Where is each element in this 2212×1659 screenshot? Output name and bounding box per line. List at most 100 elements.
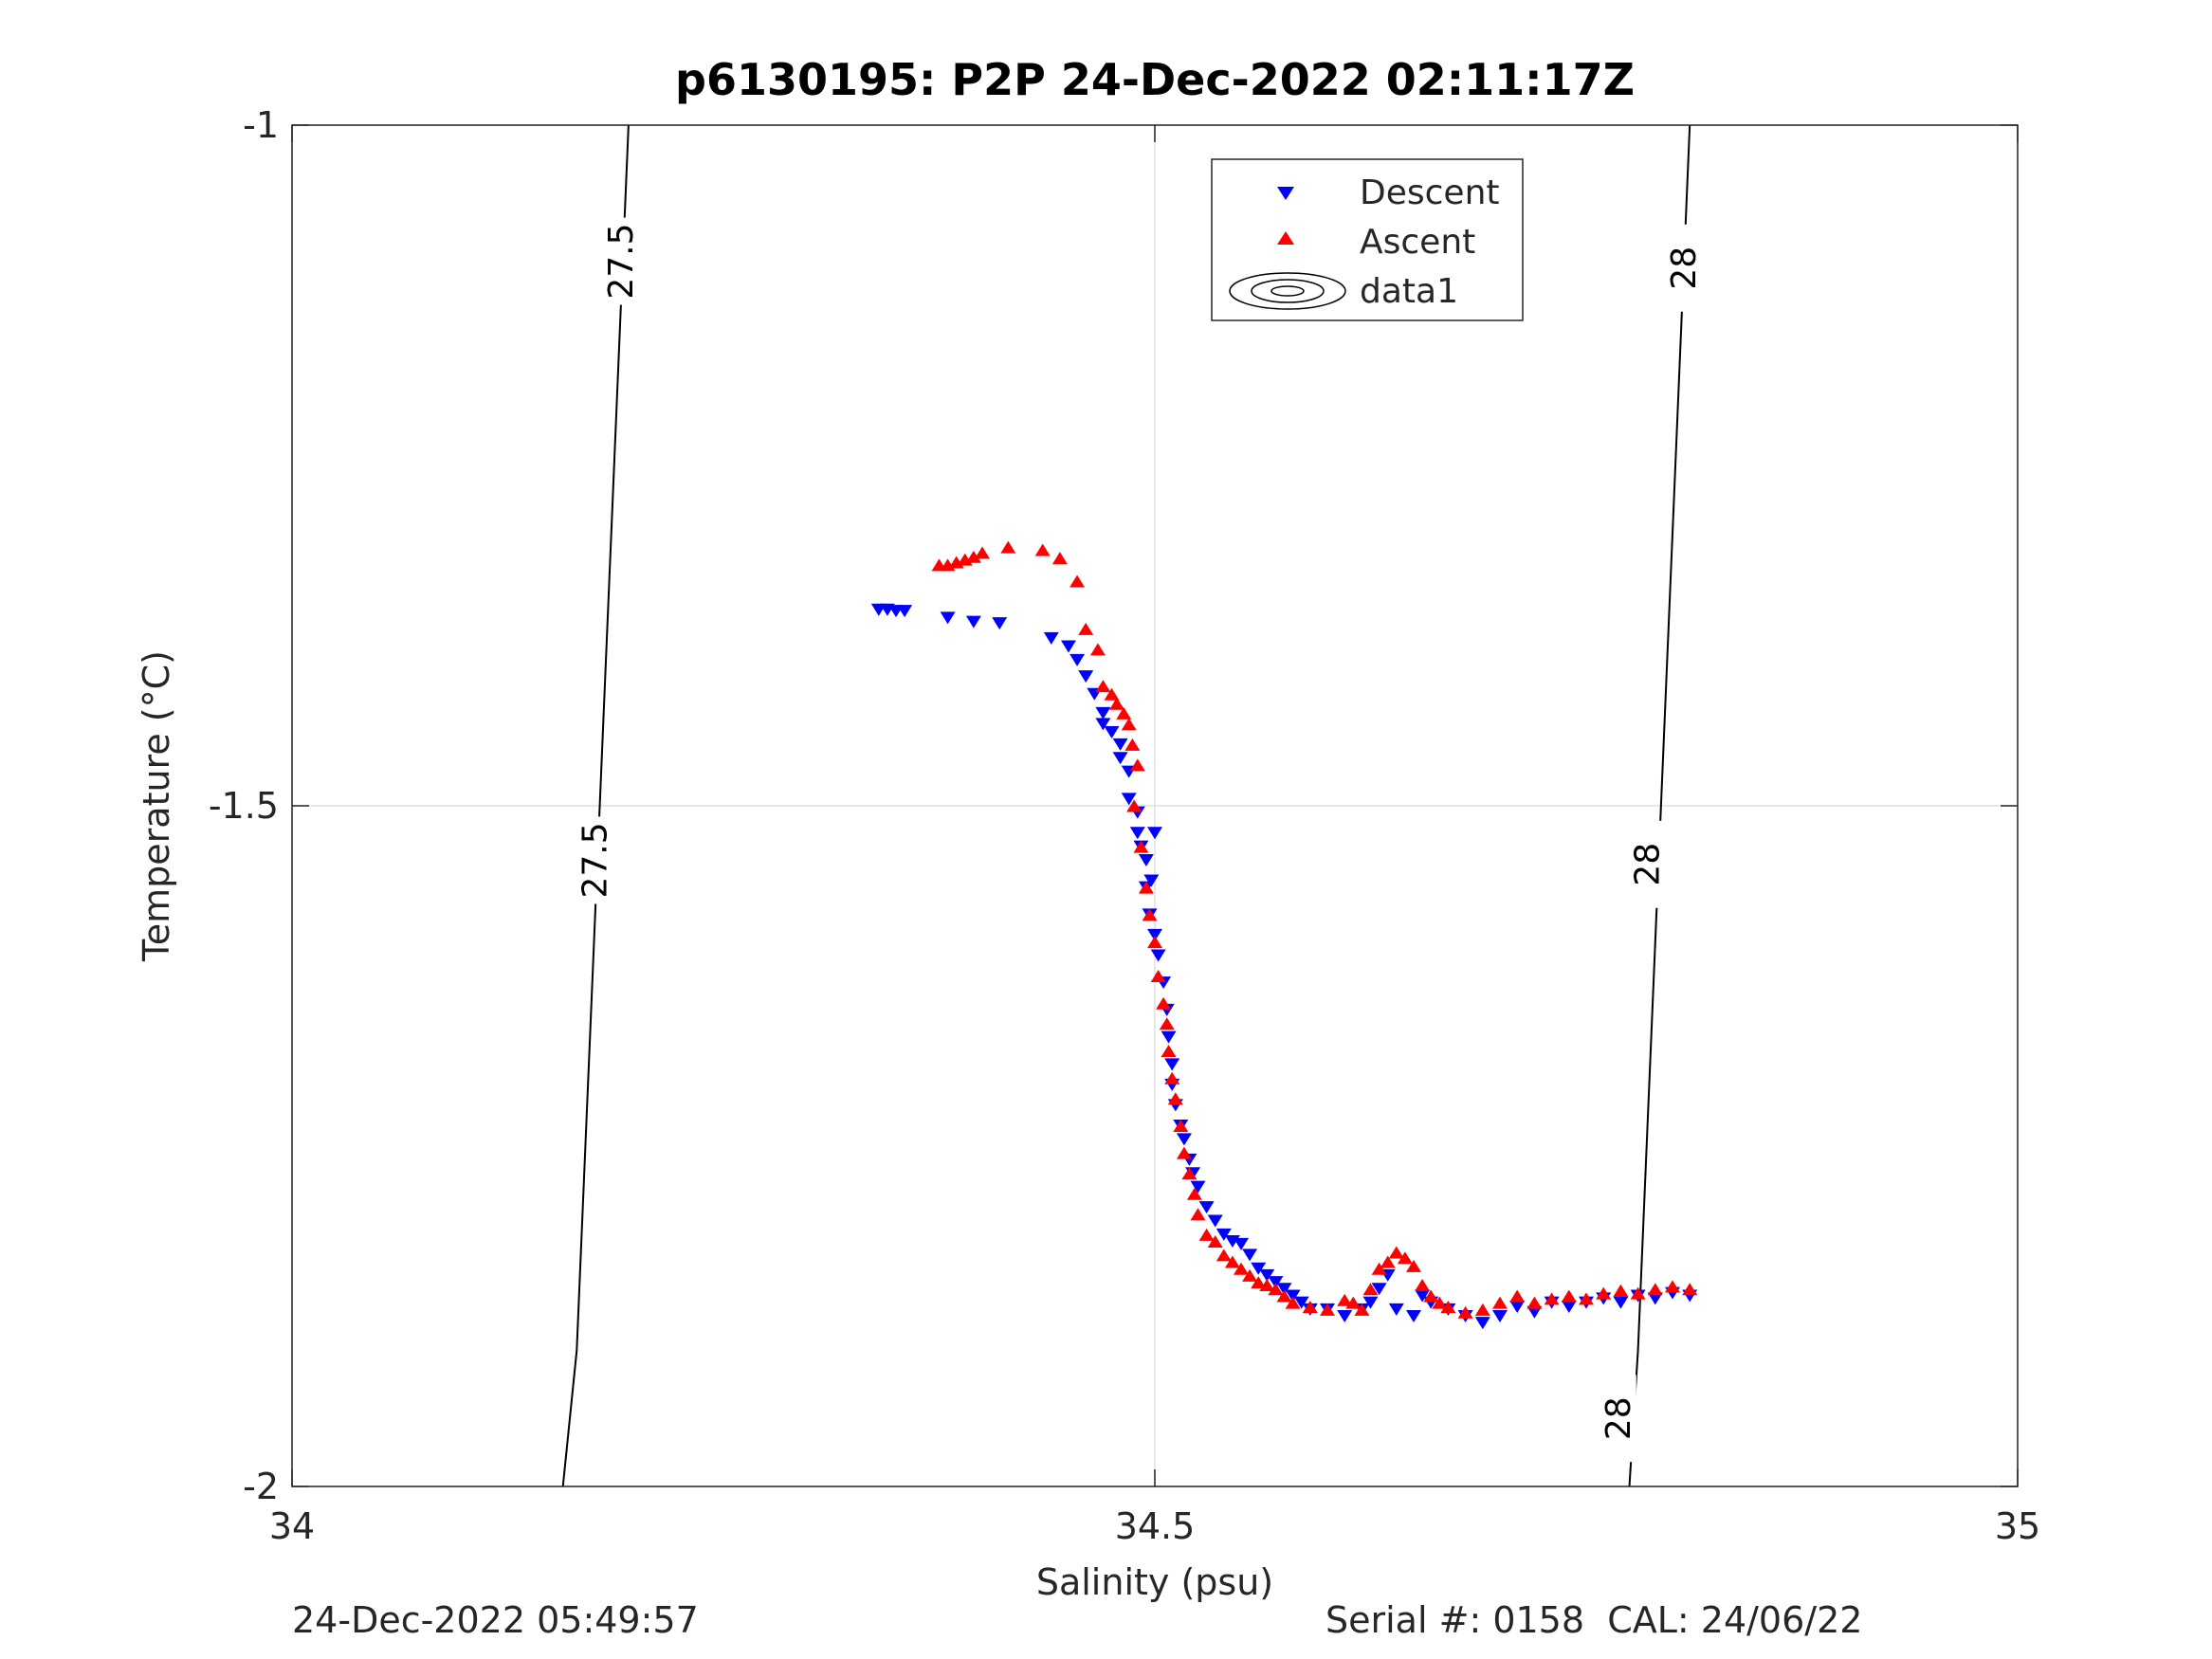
contour-label: 28	[1600, 1396, 1638, 1440]
contour-label-gap	[1627, 820, 1666, 908]
ascent-point	[1167, 1092, 1183, 1105]
descent-point	[1190, 1180, 1206, 1194]
descent-point	[1150, 949, 1166, 962]
y-tick-label: -1	[243, 104, 279, 146]
contour-label-gap	[600, 217, 639, 305]
ascent-point	[1108, 697, 1124, 710]
ascent-point	[1423, 1289, 1439, 1303]
ascent-point	[1234, 1262, 1249, 1275]
ascent-point	[1051, 552, 1068, 565]
ascent-point	[1647, 1283, 1663, 1296]
descent-point	[992, 617, 1008, 630]
descent-point	[1104, 725, 1120, 738]
descent-point	[1242, 1249, 1258, 1262]
ascent-point	[1116, 706, 1132, 720]
ascent-point	[1432, 1296, 1448, 1309]
descent-point	[1276, 1283, 1292, 1296]
descent-point	[1147, 827, 1162, 840]
ascent-point	[1142, 908, 1158, 921]
descent-point	[1069, 653, 1086, 666]
descent-point	[1176, 1133, 1192, 1146]
ascent-point	[1285, 1296, 1301, 1309]
ascent-point	[1561, 1289, 1577, 1303]
ascent-point	[1371, 1262, 1387, 1275]
y-tick-label: -1.5	[209, 785, 279, 827]
ascent-point	[1320, 1303, 1335, 1316]
contour-label-gap	[575, 816, 613, 904]
ascent-point	[1133, 840, 1149, 853]
descent-point	[1121, 793, 1137, 806]
ascent-point	[1268, 1283, 1284, 1296]
contour-label-gap	[1598, 1375, 1636, 1463]
ascent-point	[1251, 1276, 1267, 1289]
ascent-point	[1138, 881, 1154, 894]
ascent-point	[1095, 680, 1111, 693]
descent-point	[1138, 853, 1154, 866]
x-tick-label: 34.5	[1115, 1505, 1196, 1547]
ascent-point	[1161, 1044, 1177, 1057]
descent-point	[1078, 670, 1094, 684]
ascent-point	[1198, 1228, 1215, 1241]
ascent-point	[1682, 1283, 1698, 1296]
descent-point	[1371, 1283, 1387, 1296]
ascent-point	[1380, 1255, 1396, 1268]
ascent-point	[1216, 1249, 1232, 1262]
descent-point	[965, 615, 981, 629]
ascent-point	[1164, 1071, 1180, 1085]
ascent-point	[1354, 1303, 1370, 1316]
ascent-point	[1362, 1283, 1379, 1296]
descent-point	[1251, 1262, 1267, 1275]
ascent-point	[1176, 1146, 1192, 1159]
density-contours: 27.5 27.5 28 28 28	[561, 124, 1704, 1487]
descent-point	[1095, 718, 1111, 731]
descent-point	[1268, 1276, 1284, 1289]
contour-label-gap	[1663, 224, 1702, 312]
descent-point	[897, 605, 913, 618]
descent-point	[1198, 1201, 1215, 1214]
ascent-point	[1159, 1017, 1175, 1030]
ascent-point	[1034, 543, 1051, 556]
ascent-point	[1147, 936, 1162, 949]
ascent-point	[1156, 996, 1172, 1010]
ascent-point	[1069, 574, 1086, 588]
ascent-point	[1000, 540, 1016, 554]
ascent-point	[1457, 1305, 1473, 1319]
ascent-point	[1613, 1284, 1629, 1297]
ascent-point	[1121, 718, 1137, 731]
ascent-point	[1129, 758, 1145, 772]
x-tick-label: 35	[1995, 1505, 2040, 1547]
contour-label: 28	[1665, 246, 1704, 290]
ascent-point	[1526, 1296, 1543, 1309]
legend-box	[1211, 158, 1524, 321]
ascent-point	[1337, 1293, 1353, 1306]
descent-point	[1207, 1214, 1223, 1228]
footer-timestamp: 24-Dec-2022 05:49:57	[292, 1599, 699, 1641]
footer-serial-cal: Serial #: 0158 CAL: 24/06/22	[1325, 1599, 1863, 1641]
ascent-point	[1345, 1296, 1362, 1309]
descent-point	[1613, 1296, 1629, 1309]
descent-point	[1293, 1296, 1309, 1309]
ascent-point	[1579, 1292, 1594, 1305]
ascent-point	[965, 550, 981, 563]
ascent-point	[1150, 970, 1166, 982]
ascent-point	[1509, 1289, 1526, 1303]
ascent-point	[1259, 1278, 1275, 1291]
ascent-point	[1207, 1235, 1223, 1249]
ascent-point	[1474, 1303, 1490, 1316]
descent-point	[1337, 1310, 1353, 1322]
descent-point	[1129, 827, 1145, 840]
legend-ascent-marker	[1277, 231, 1294, 245]
ascent-point	[1630, 1286, 1646, 1300]
descent-point	[1112, 752, 1128, 765]
descent-point	[1388, 1303, 1404, 1316]
descent-point	[1509, 1300, 1526, 1313]
descent-point	[1061, 640, 1076, 653]
descent-point	[1095, 706, 1111, 720]
ascent-point	[1388, 1246, 1404, 1259]
ascent-point	[1415, 1278, 1431, 1291]
legend-contour-icon	[1229, 272, 1346, 310]
descent-point	[1164, 1058, 1180, 1071]
ascent-point	[1181, 1167, 1197, 1180]
descent-point	[1112, 738, 1128, 751]
